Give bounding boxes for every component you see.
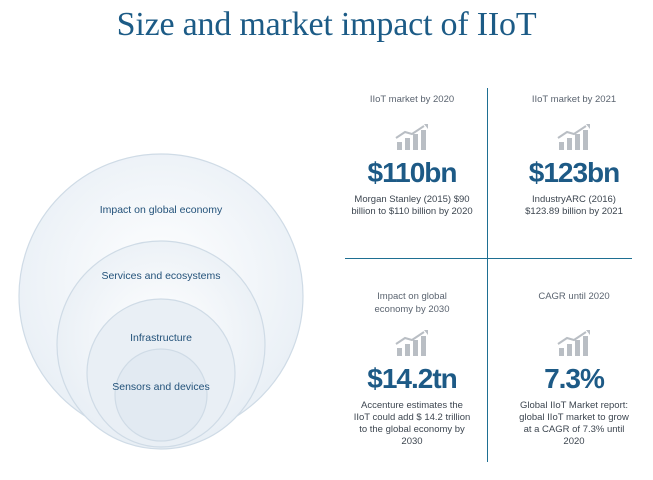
grid-divider-horizontal [345,258,632,259]
stat-heading: IIoT market by 2020 [369,94,455,105]
stat-card: IIoT market by 2020 $110bn Morgan Stanle… [346,93,478,218]
stat-card: IIoT market by 2021 $123bn IndustryARC (… [508,93,640,218]
grid-divider-vertical [487,88,488,462]
growth-chart-icon [395,124,428,150]
stat-heading: Impact on global economy by 2030 [374,291,450,315]
stat-description: Morgan Stanley (2015) $90 billion to $11… [351,194,473,217]
stat-value: $14.2tn [367,363,458,394]
stat-heading: CAGR until 2020 [538,291,610,302]
level-label-infrastructure: Infrastructure [130,332,192,344]
circle-sensors [114,348,208,442]
level-label-sensors: Sensors and devices [112,381,210,393]
growth-chart-icon [557,330,590,356]
stat-card: Impact on global economy by 2030 $14.2tn… [346,290,478,448]
level-label-services: Services and ecosystems [101,270,221,282]
stat-value: 7.3% [544,363,605,394]
stat-value: $123bn [528,157,621,188]
stat-heading: IIoT market by 2021 [531,94,617,105]
level-label-global-economy: Impact on global economy [99,204,223,216]
stat-description: IndustryARC (2016) $123.89 billion by 20… [525,194,623,217]
stat-card: CAGR until 2020 7.3% Global IIoT Market … [508,290,640,448]
stat-description: Accenture estimates the IIoT could add $… [353,400,471,447]
page-title: Size and market impact of IIoT [116,6,537,43]
stat-description: Global IIoT Market report: global IIoT m… [519,400,629,447]
growth-chart-icon [395,330,428,356]
stat-value: $110bn [367,157,458,188]
growth-chart-icon [557,124,590,150]
